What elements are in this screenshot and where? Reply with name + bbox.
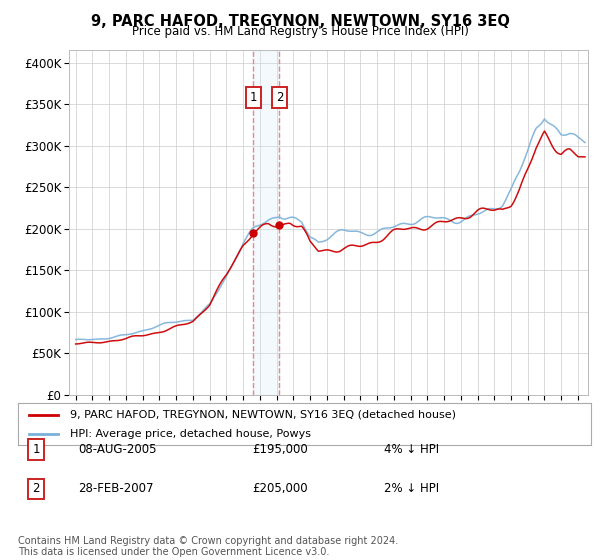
Text: 08-AUG-2005: 08-AUG-2005	[78, 443, 157, 456]
Text: 2% ↓ HPI: 2% ↓ HPI	[384, 482, 439, 496]
Text: 9, PARC HAFOD, TREGYNON, NEWTOWN, SY16 3EQ: 9, PARC HAFOD, TREGYNON, NEWTOWN, SY16 3…	[91, 14, 509, 29]
Text: 1: 1	[250, 91, 257, 104]
Text: HPI: Average price, detached house, Powys: HPI: Average price, detached house, Powy…	[70, 429, 311, 439]
Text: £205,000: £205,000	[252, 482, 308, 496]
Text: Price paid vs. HM Land Registry's House Price Index (HPI): Price paid vs. HM Land Registry's House …	[131, 25, 469, 38]
Text: 1: 1	[32, 443, 40, 456]
Text: 4% ↓ HPI: 4% ↓ HPI	[384, 443, 439, 456]
Text: £195,000: £195,000	[252, 443, 308, 456]
Bar	[253, 50, 280, 395]
Text: 28-FEB-2007: 28-FEB-2007	[78, 482, 154, 496]
Text: 2: 2	[32, 482, 40, 496]
Text: Contains HM Land Registry data © Crown copyright and database right 2024.
This d: Contains HM Land Registry data © Crown c…	[18, 535, 398, 557]
Text: 9, PARC HAFOD, TREGYNON, NEWTOWN, SY16 3EQ (detached house): 9, PARC HAFOD, TREGYNON, NEWTOWN, SY16 3…	[70, 409, 455, 419]
Text: 2: 2	[275, 91, 283, 104]
